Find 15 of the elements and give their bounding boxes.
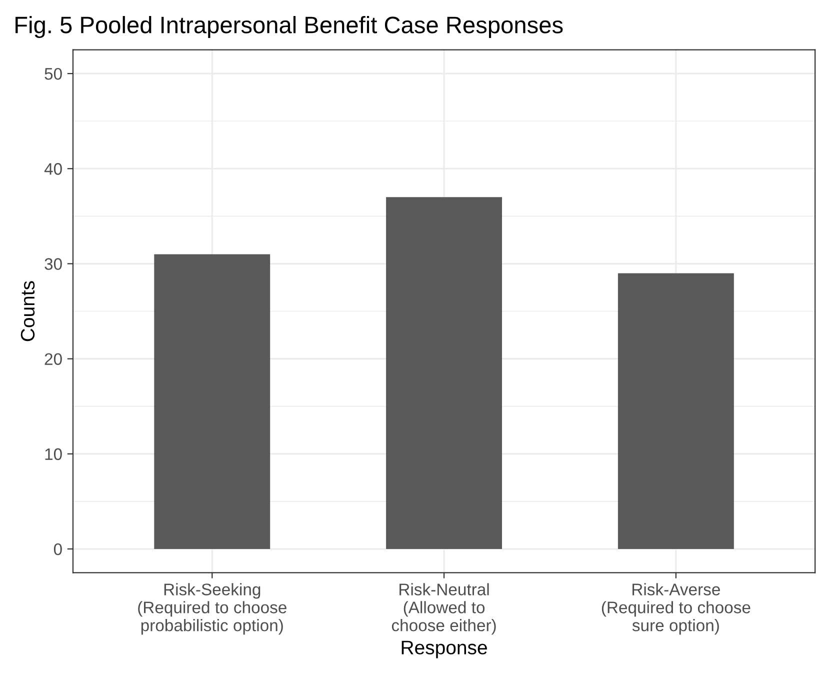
x-axis-title: Response [402,640,487,658]
y-tick-label: 40 [44,163,62,175]
y-tick-label: 10 [45,448,62,460]
x-tick-label: Risk-Averse (Required to choose sure option) [602,583,750,635]
bar [154,254,270,549]
y-axis-title: Counts [20,281,35,342]
x-tick-label: Risk-Seeking (Required to choose probabilistic option) [138,583,286,635]
x-tick-label: Risk-Neutral (Allowed to choose either) [392,583,496,635]
y-tick-label: 0 [54,543,62,556]
y-tick-label: 20 [44,353,62,366]
bar [386,197,502,549]
chart-title: Fig. 5 Pooled Intrapersonal Benefit Case Responses [16,16,563,38]
y-tick-label: 30 [44,258,62,270]
y-tick-label: 50 [44,68,62,80]
bar [618,273,734,549]
